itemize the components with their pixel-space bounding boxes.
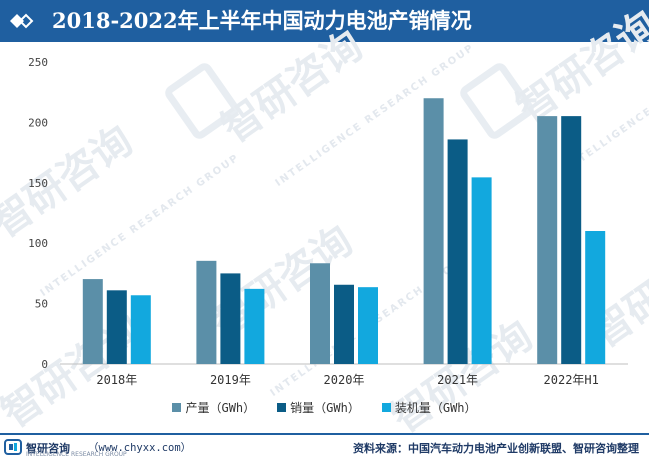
- legend: 产量（GWh） 销量（GWh） 装机量（GWh）: [0, 398, 649, 416]
- footer: 智研咨询 （www.chyxx.com） INTELLIGENCE RESEAR…: [0, 438, 649, 458]
- footer-brand-subtext: INTELLIGENCE RESEARCH GROUP: [26, 451, 127, 458]
- footer-divider: [0, 433, 649, 435]
- bar: [196, 260, 217, 364]
- bar: [130, 295, 151, 364]
- footer-source: 资料来源：中国汽车动力电池产业创新联盟、智研咨询整理: [353, 442, 639, 455]
- x-tick-label: 2018年: [96, 373, 137, 387]
- y-tick-label: 250: [28, 56, 48, 69]
- legend-swatch: [277, 402, 287, 412]
- x-tick-label: 2020年: [324, 373, 365, 387]
- diamond-icon: [10, 13, 34, 29]
- bar: [585, 230, 606, 364]
- x-tick-label: 2019年: [210, 373, 251, 387]
- legend-label: 产量（GWh）: [185, 400, 256, 415]
- legend-item-sales: 销量（GWh）: [277, 398, 360, 416]
- y-tick-label: 0: [41, 358, 48, 371]
- bar: [220, 273, 241, 364]
- legend-label: 销量（GWh）: [290, 400, 360, 415]
- bar: [471, 177, 492, 364]
- bar: [310, 263, 330, 364]
- bar: [106, 290, 127, 364]
- bar-chart: 0 50 100 150 200 250 2018年 2019年 2020年 2021年 2022年…: [28, 56, 628, 387]
- x-tick-label: 2021年: [437, 373, 478, 387]
- x-tick-label: 2022年H1: [544, 373, 599, 387]
- footer-brand: 智研咨询: [26, 442, 70, 455]
- bar: [244, 288, 265, 364]
- brand-logo-icon: [4, 439, 22, 455]
- y-tick-label: 200: [28, 116, 48, 129]
- legend-item-installed: 装机量（GWh）: [381, 398, 477, 416]
- y-tick-label: 150: [28, 177, 48, 190]
- bar: [358, 287, 378, 364]
- legend-swatch: [172, 402, 182, 412]
- bar: [447, 139, 468, 364]
- legend-label: 装机量（GWh）: [394, 400, 477, 415]
- bar: [82, 279, 103, 364]
- y-tick-label: 100: [28, 237, 48, 250]
- title-bar: 2018-2022年上半年中国动力电池产销情况: [0, 0, 649, 42]
- bar: [561, 116, 582, 364]
- legend-item-production: 产量（GWh）: [172, 398, 255, 416]
- chart-title: 2018-2022年上半年中国动力电池产销情况: [52, 8, 472, 33]
- bar: [423, 98, 444, 365]
- legend-swatch: [381, 402, 391, 412]
- bar: [537, 116, 558, 364]
- y-tick-label: 50: [35, 298, 48, 311]
- bar: [334, 284, 354, 364]
- footer-website-link[interactable]: （www.chyxx.com）: [88, 442, 192, 454]
